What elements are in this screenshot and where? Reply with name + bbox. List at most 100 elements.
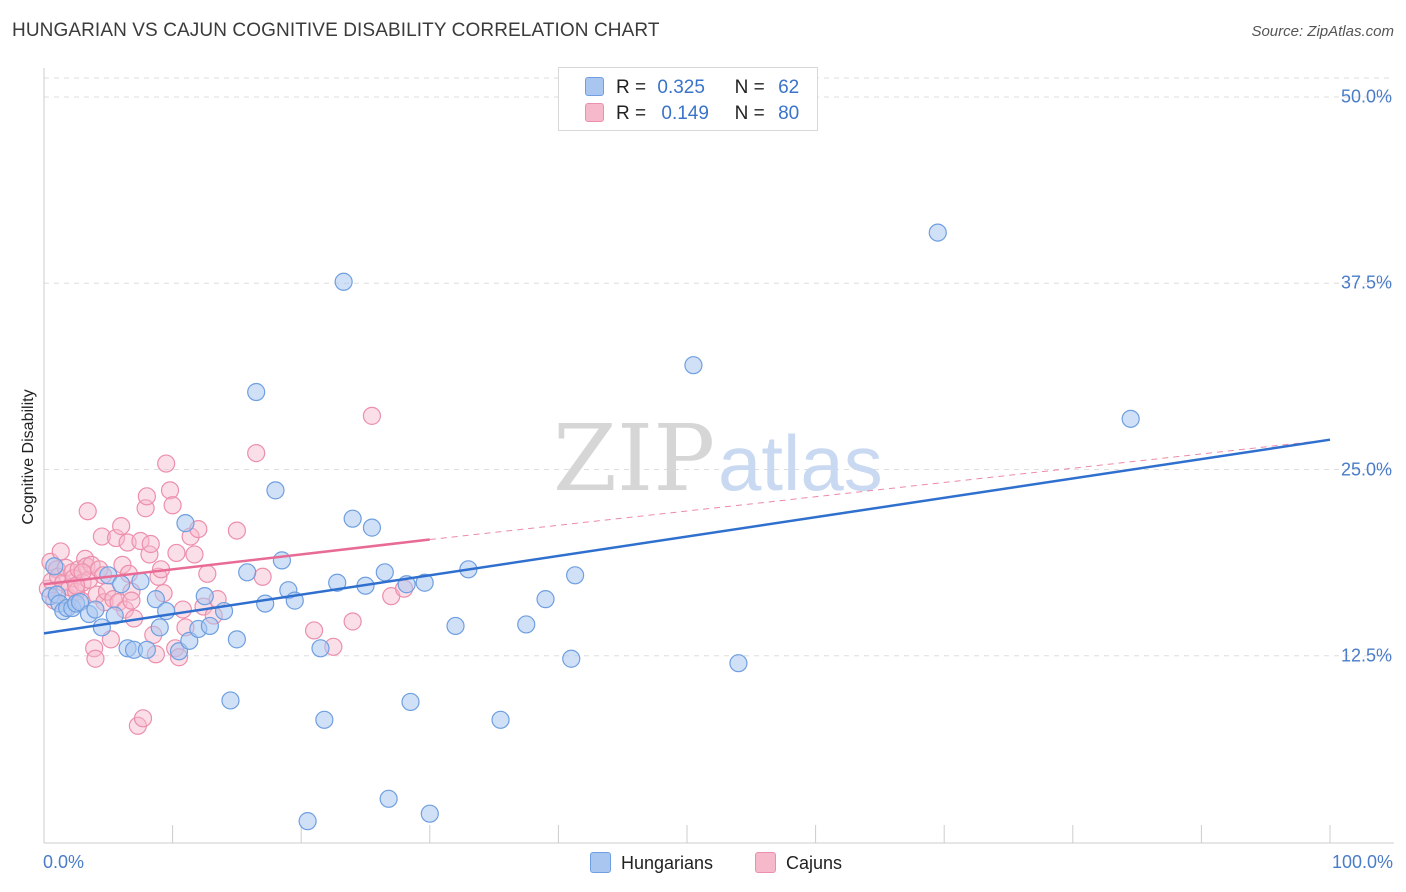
cajuns-point xyxy=(167,543,186,563)
hungarians-point xyxy=(176,514,195,533)
hungarians-point xyxy=(928,223,947,242)
hungarians-point xyxy=(200,616,219,636)
hungarians-point xyxy=(146,590,165,609)
hungarians-point xyxy=(45,557,64,576)
cajuns-point xyxy=(247,444,266,463)
hungarians-point xyxy=(150,618,169,637)
y-tick-label: 50.0% xyxy=(1340,86,1392,107)
cajuns-point xyxy=(113,555,132,574)
y-tick-label: 37.5% xyxy=(1340,272,1392,293)
hungarians-point xyxy=(1121,409,1140,428)
hungarians-point xyxy=(105,606,124,625)
cajuns-point xyxy=(78,502,97,521)
axes xyxy=(43,68,1394,844)
cajuns-point xyxy=(137,487,156,506)
legend-n-label: N = xyxy=(734,77,765,98)
hungarians-point xyxy=(420,804,439,823)
hungarians-point xyxy=(379,789,398,808)
hungarians-point xyxy=(415,573,434,592)
hungarians-point xyxy=(137,640,156,659)
hungarians-point xyxy=(328,573,347,592)
cajuns-point xyxy=(141,534,160,554)
cajuns-point xyxy=(304,621,324,640)
hungarians-point xyxy=(401,692,420,712)
cajuns-point xyxy=(106,528,126,548)
cajuns-point xyxy=(112,517,131,536)
cajuns-point xyxy=(131,531,150,551)
cajuns-point xyxy=(253,567,272,586)
hungarians-trend-line xyxy=(43,438,1331,635)
cajuns-point xyxy=(86,649,105,668)
hungarians-point xyxy=(221,691,240,710)
x-tick-label-max: 100.0% xyxy=(1331,852,1393,872)
cajuns-point xyxy=(157,454,176,473)
hungarians-point xyxy=(238,563,257,582)
cajuns-trend-line xyxy=(43,538,430,586)
legend-n-value-cajuns: 80 xyxy=(778,103,800,124)
hungarians-point xyxy=(375,563,394,582)
hungarians-point xyxy=(536,590,555,609)
legend: R = 0.325 N = 62 R = 0.149 N = 80 xyxy=(558,67,818,131)
hungarians-point xyxy=(334,272,353,291)
x-tick-label-min: 0.0% xyxy=(43,852,85,872)
hungarians-point xyxy=(272,551,292,570)
cajuns-point xyxy=(163,496,182,515)
legend-r-value-hungarians: 0.325 xyxy=(657,77,705,98)
y-tick-label: 12.5% xyxy=(1340,645,1392,666)
cajuns-point xyxy=(160,481,180,500)
hungarians-point xyxy=(343,509,362,528)
legend-swatch-cajuns xyxy=(585,103,604,122)
hungarians-point xyxy=(491,710,510,729)
hungarians-point xyxy=(684,356,703,375)
hungarians-point xyxy=(566,566,585,585)
hungarians-point xyxy=(266,481,285,500)
legend-r-label: R = xyxy=(616,77,647,98)
hungarians-point xyxy=(311,639,330,658)
cajuns-point xyxy=(198,564,217,583)
watermark-atlas: atlas xyxy=(718,419,883,507)
hungarians-point xyxy=(256,594,275,613)
legend-row-cajuns: R = 0.149 N = 80 xyxy=(585,103,799,125)
bottom-legend-cajuns: Cajuns xyxy=(755,852,842,874)
hungarians-point xyxy=(92,618,111,637)
hungarians-point xyxy=(298,812,317,831)
hungarians-point xyxy=(729,654,748,673)
cajuns-point xyxy=(92,527,111,546)
chart-title: HUNGARIAN VS CAJUN COGNITIVE DISABILITY … xyxy=(12,20,660,41)
hungarians-points xyxy=(41,223,1140,831)
legend-n-label: N = xyxy=(734,103,765,124)
hungarians-point xyxy=(362,518,382,537)
hungarians-point xyxy=(131,572,150,591)
hungarians-point xyxy=(562,649,581,668)
bottom-legend-swatch-cajuns xyxy=(755,852,776,873)
cajuns-point xyxy=(227,521,246,540)
source-label: Source: ZipAtlas.com xyxy=(1251,23,1394,40)
cajuns-point xyxy=(133,709,153,728)
legend-swatch-hungarians xyxy=(585,77,604,96)
bottom-legend-swatch-hungarians xyxy=(590,852,611,873)
hungarians-point xyxy=(227,630,246,649)
hungarians-point xyxy=(247,382,266,402)
legend-r-value-cajuns: 0.149 xyxy=(661,103,709,124)
cajuns-points xyxy=(38,406,414,735)
legend-row-hungarians: R = 0.325 N = 62 xyxy=(585,77,799,99)
hungarians-point xyxy=(517,615,536,634)
hungarians-point xyxy=(195,587,214,606)
cajuns-point xyxy=(362,406,382,425)
bottom-legend-label-hungarians: Hungarians xyxy=(621,853,714,873)
watermark: ZIP atlas xyxy=(553,405,883,512)
trend-lines xyxy=(43,438,1331,635)
hungarians-point xyxy=(86,600,105,619)
y-tick-label: 25.0% xyxy=(1340,459,1392,479)
cajuns-point xyxy=(185,545,204,564)
hungarians-point xyxy=(446,616,465,636)
bottom-legend-hungarians: Hungarians xyxy=(590,852,713,874)
bottom-legend-label-cajuns: Cajuns xyxy=(786,853,843,873)
cajuns-trend-line-extended xyxy=(429,439,1331,541)
cajuns-point xyxy=(122,591,141,610)
cajuns-point xyxy=(173,600,192,619)
watermark-zip: ZIP xyxy=(553,405,715,512)
hungarians-point xyxy=(315,710,334,729)
hungarians-point xyxy=(112,575,131,594)
